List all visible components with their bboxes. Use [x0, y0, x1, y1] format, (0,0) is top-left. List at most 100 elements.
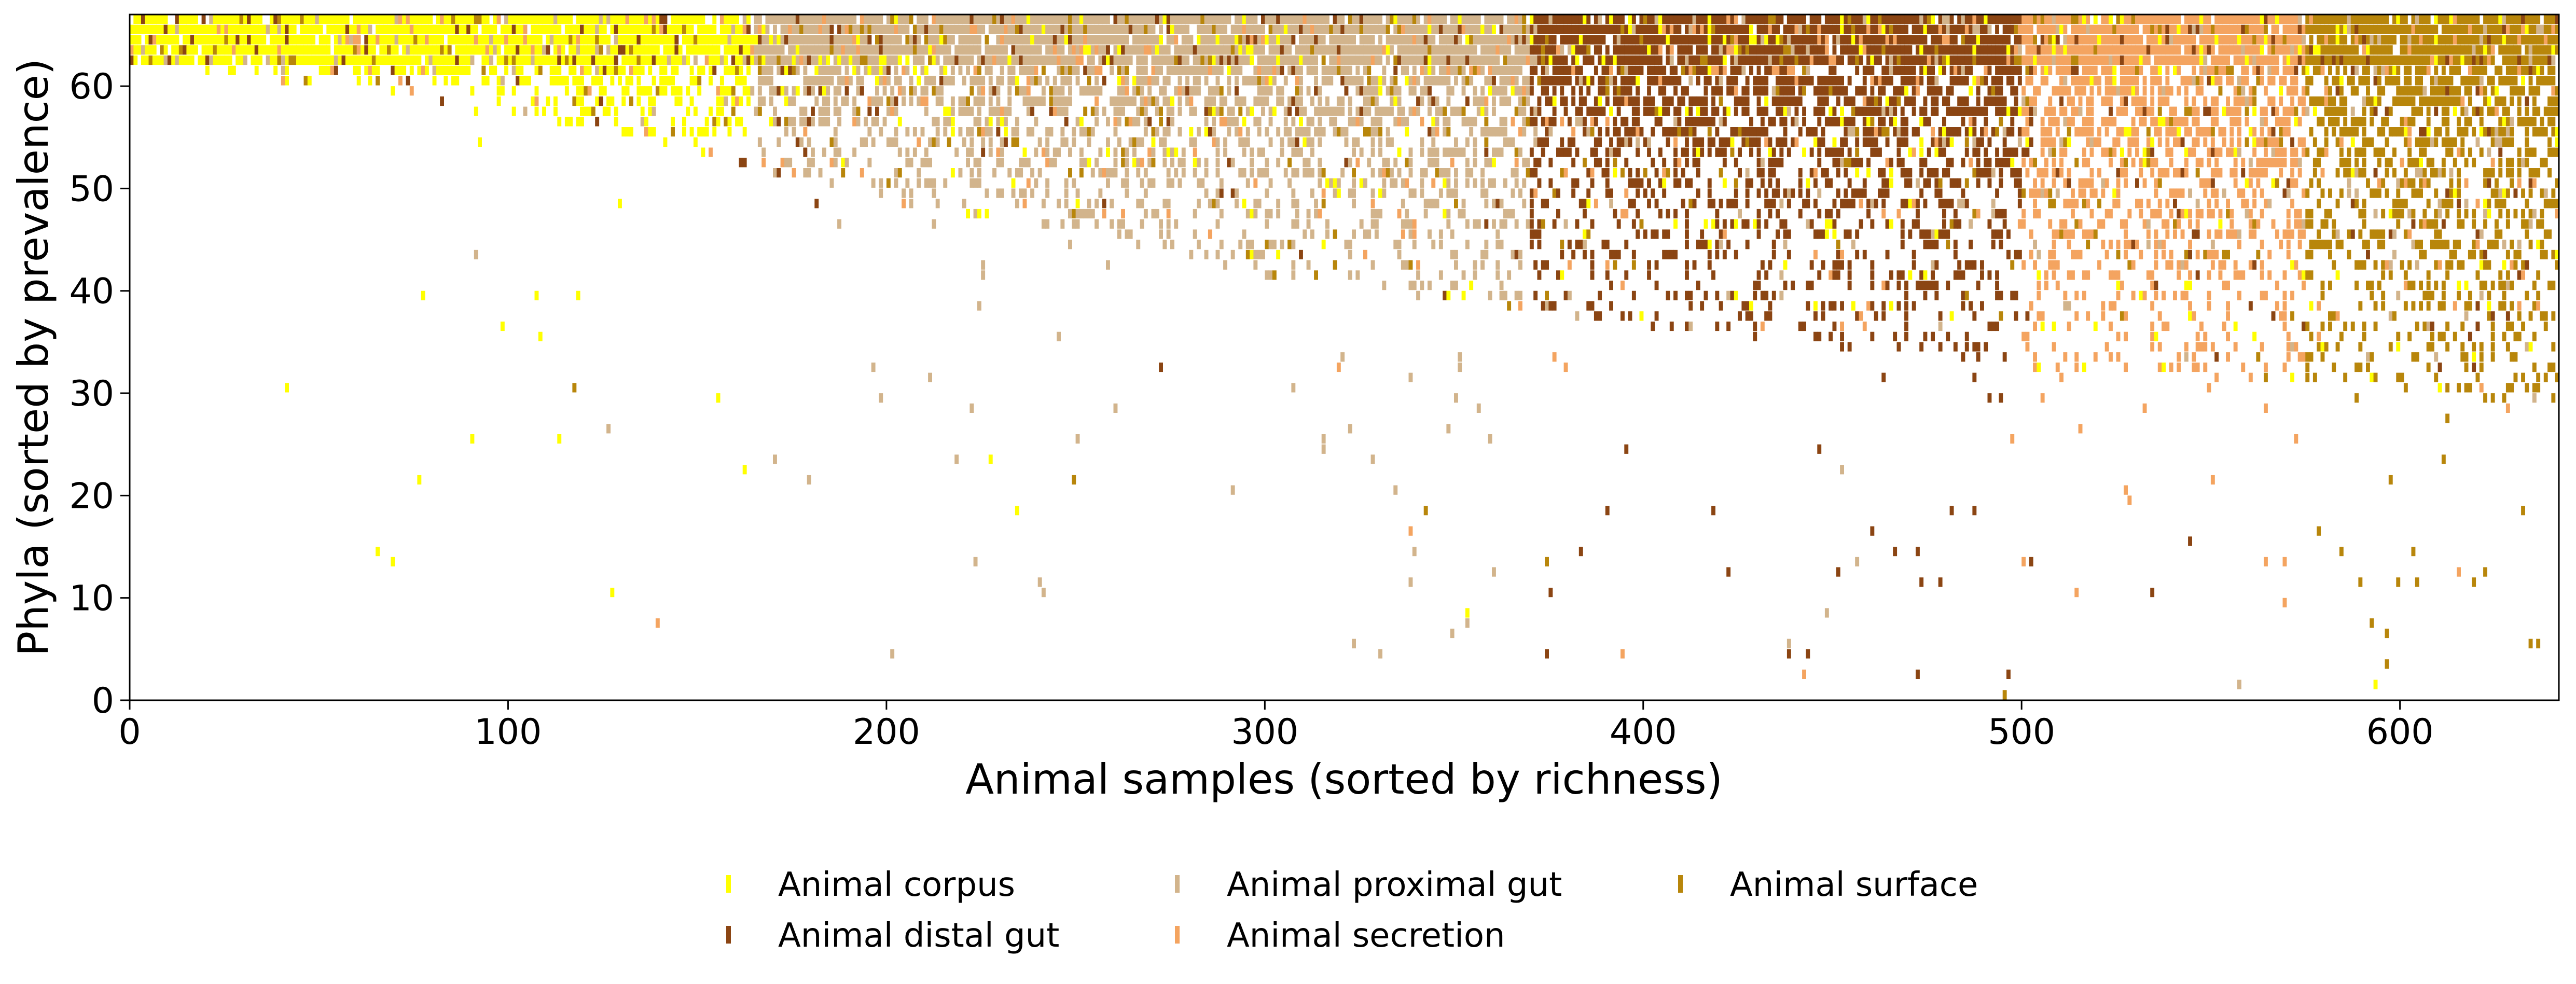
heatmap-cell — [1533, 117, 1538, 127]
heatmap-cell — [1382, 24, 1387, 34]
heatmap-cell — [1836, 96, 1840, 106]
heatmap-cell — [841, 55, 846, 65]
heatmap-cell — [1352, 45, 1356, 55]
heatmap-cell — [1768, 45, 1772, 55]
heatmap-cell — [1015, 117, 1019, 127]
heatmap-cell — [1026, 106, 1031, 116]
heatmap-cell — [1469, 24, 1474, 34]
heatmap-cell — [1779, 158, 1784, 168]
heatmap-cell — [1280, 35, 1284, 45]
heatmap-cell — [1461, 117, 1466, 127]
heatmap-cell — [1401, 24, 1405, 34]
heatmap-cell — [1730, 290, 1735, 300]
heatmap-cell — [1522, 76, 1527, 86]
heatmap-cell — [1851, 199, 1855, 209]
heatmap-cell — [1303, 137, 1307, 147]
heatmap-cell — [875, 35, 879, 45]
heatmap-cell — [1503, 96, 1507, 106]
heatmap-cell — [1654, 311, 1659, 321]
heatmap-cell — [633, 55, 638, 65]
heatmap-cell — [447, 55, 452, 65]
heatmap-cell — [1420, 96, 1424, 106]
heatmap-cell — [648, 45, 653, 55]
heatmap-cell — [1514, 35, 1519, 45]
heatmap-cell — [1628, 199, 1632, 209]
heatmap-cell — [1219, 35, 1224, 45]
heatmap-cell — [1821, 55, 1825, 65]
heatmap-cell — [1250, 15, 1254, 24]
heatmap-cell — [1280, 65, 1284, 75]
heatmap-cell — [1499, 281, 1504, 290]
heatmap-cell — [542, 55, 546, 65]
heatmap-cell — [1412, 45, 1417, 55]
heatmap-cell — [1715, 321, 1720, 331]
heatmap-cell — [1859, 35, 1863, 45]
heatmap-cell — [1621, 35, 1625, 45]
heatmap-cell — [1469, 76, 1474, 86]
heatmap-cell — [470, 45, 475, 55]
heatmap-cell — [1824, 168, 1829, 178]
heatmap-cell — [1548, 15, 1553, 24]
heatmap-cell — [1768, 301, 1772, 311]
heatmap-cell — [1030, 168, 1034, 178]
heatmap-cell — [924, 147, 929, 157]
heatmap-cell — [1590, 127, 1595, 137]
heatmap-cell — [1878, 168, 1882, 178]
heatmap-cell — [1605, 45, 1610, 55]
heatmap-cell — [1306, 127, 1311, 137]
heatmap-cell — [1170, 35, 1174, 45]
heatmap-cell — [1688, 76, 1693, 86]
heatmap-cell — [962, 55, 966, 65]
heatmap-cell — [1567, 117, 1572, 127]
heatmap-cell — [1771, 65, 1776, 75]
heatmap-cell — [777, 35, 781, 45]
heatmap-cell — [644, 45, 648, 55]
heatmap-cell — [950, 76, 955, 86]
heatmap-cell — [818, 24, 823, 34]
heatmap-cell — [1760, 290, 1765, 300]
heatmap-cell — [1847, 147, 1852, 157]
heatmap-cell — [1541, 199, 1545, 209]
heatmap-cell — [171, 35, 176, 45]
heatmap-cell — [1363, 127, 1367, 137]
heatmap-cell — [852, 24, 857, 34]
heatmap-cell — [1783, 137, 1788, 147]
heatmap-cell — [1193, 168, 1197, 178]
heatmap-cell — [1598, 311, 1602, 321]
heatmap-cell — [1862, 96, 1867, 106]
heatmap-cell — [1287, 35, 1292, 45]
heatmap-cell — [1749, 55, 1753, 65]
heatmap-cell — [1215, 86, 1220, 96]
heatmap-cell — [1685, 321, 1689, 331]
heatmap-cell — [1571, 86, 1576, 96]
heatmap-cell — [243, 45, 247, 55]
heatmap-cell — [1363, 96, 1367, 106]
heatmap-cell — [1722, 158, 1727, 168]
heatmap-cell — [307, 15, 312, 24]
heatmap-cell — [1049, 35, 1054, 45]
heatmap-cell — [727, 117, 732, 127]
heatmap-cell — [1533, 106, 1538, 116]
heatmap-cell — [992, 86, 996, 96]
heatmap-cell — [648, 86, 653, 96]
heatmap-cell — [950, 35, 955, 45]
heatmap-cell — [1840, 35, 1844, 45]
heatmap-cell — [1060, 35, 1065, 45]
heatmap-cell — [1197, 24, 1201, 34]
heatmap-cell — [890, 45, 895, 55]
heatmap-cell — [1711, 45, 1715, 55]
heatmap-cell — [1700, 24, 1705, 34]
heatmap-cell — [973, 117, 978, 127]
heatmap-cell — [1428, 229, 1432, 239]
heatmap-cell — [455, 15, 460, 24]
heatmap-cell — [572, 76, 577, 86]
heatmap-cell — [1022, 96, 1027, 106]
heatmap-cell — [1420, 168, 1424, 178]
heatmap-cell — [323, 45, 327, 55]
heatmap-cell — [1794, 15, 1799, 24]
heatmap-cell — [724, 65, 728, 75]
heatmap-cell — [905, 158, 910, 168]
heatmap-cell — [618, 15, 622, 24]
heatmap-cell — [1265, 168, 1269, 178]
heatmap-cell — [1643, 137, 1647, 147]
